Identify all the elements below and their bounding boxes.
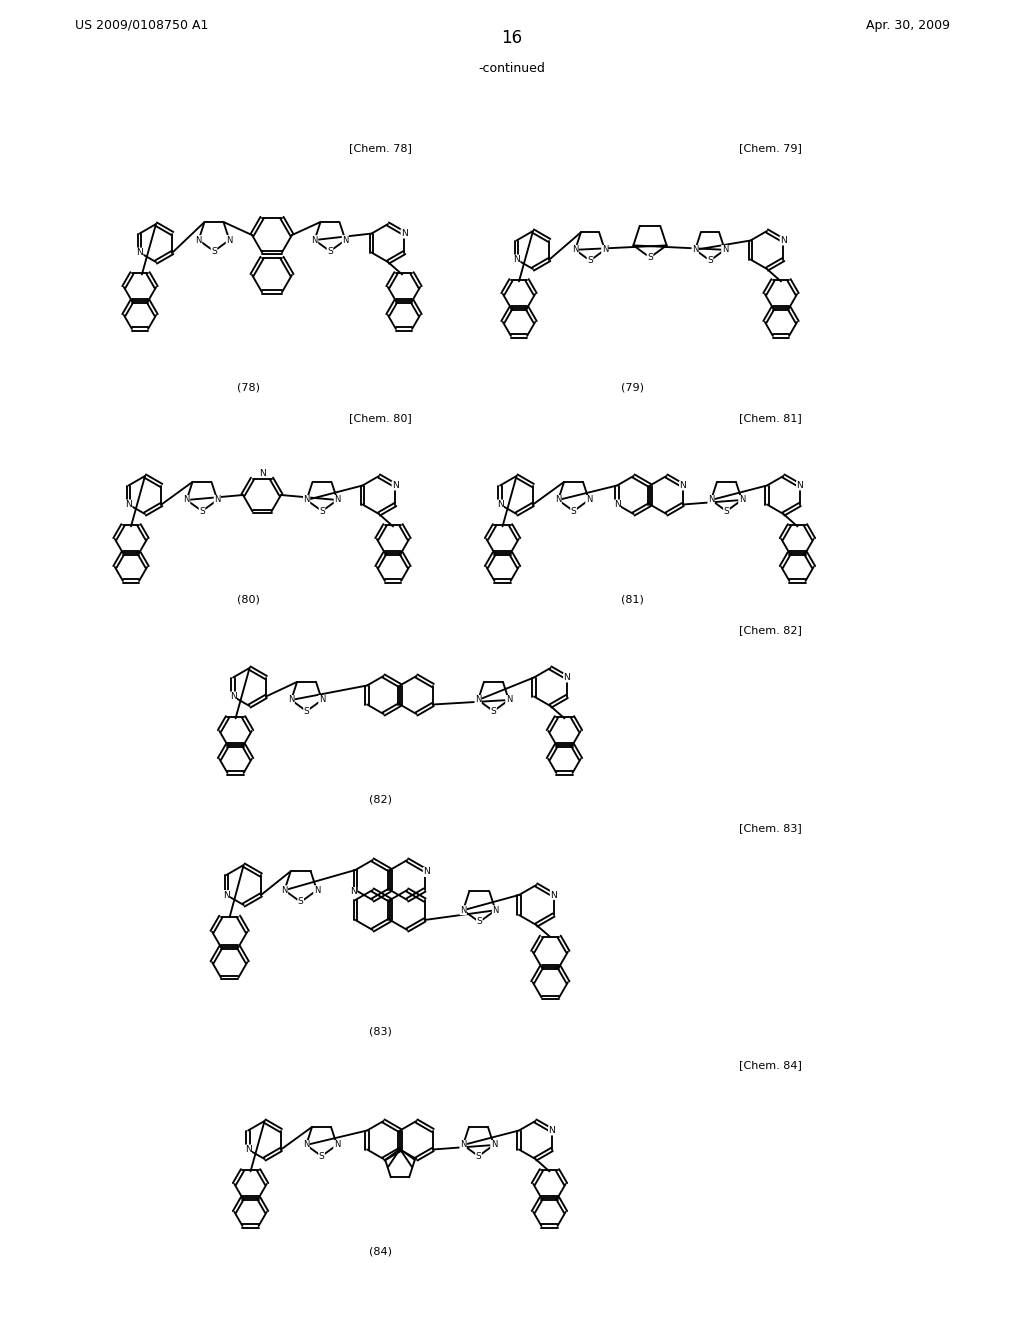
Text: N: N [288, 696, 294, 705]
Text: S: S [724, 507, 729, 516]
Text: [Chem. 84]: [Chem. 84] [738, 1060, 802, 1071]
Text: (78): (78) [237, 383, 259, 393]
Text: S: S [476, 917, 482, 927]
Text: (83): (83) [369, 1027, 391, 1038]
Text: S: S [570, 507, 577, 516]
Text: (84): (84) [369, 1247, 391, 1257]
Text: N: N [136, 248, 143, 257]
Text: N: N [563, 673, 570, 682]
Text: N: N [229, 692, 237, 701]
Text: N: N [513, 255, 520, 264]
Text: N: N [780, 236, 786, 246]
Text: N: N [303, 1140, 309, 1150]
Text: N: N [549, 1126, 555, 1135]
Text: N: N [692, 246, 698, 255]
Text: N: N [586, 495, 592, 504]
Text: N: N [226, 235, 232, 244]
Text: N: N [497, 500, 504, 510]
Text: N: N [214, 495, 220, 504]
Text: N: N [334, 1140, 340, 1150]
Text: (80): (80) [237, 595, 259, 605]
Text: (79): (79) [621, 383, 643, 393]
Text: S: S [708, 256, 713, 265]
Text: N: N [613, 500, 621, 510]
Text: N: N [342, 235, 348, 244]
Text: N: N [311, 235, 317, 244]
Text: N: N [313, 886, 321, 895]
Text: N: N [318, 696, 325, 705]
Text: [Chem. 79]: [Chem. 79] [738, 143, 802, 153]
Text: (81): (81) [621, 595, 643, 605]
Text: S: S [475, 1151, 481, 1160]
Text: N: N [223, 891, 229, 899]
Text: (82): (82) [369, 795, 391, 805]
Text: N: N [183, 495, 189, 504]
Text: N: N [350, 887, 356, 896]
Text: S: S [319, 507, 325, 516]
Text: N: N [550, 891, 557, 899]
Text: N: N [722, 246, 728, 255]
Text: N: N [401, 230, 408, 238]
Text: S: S [298, 898, 303, 907]
Text: S: S [211, 247, 217, 256]
Text: US 2009/0108750 A1: US 2009/0108750 A1 [75, 18, 208, 32]
Text: [Chem. 82]: [Chem. 82] [738, 624, 802, 635]
Text: N: N [490, 1140, 497, 1150]
Text: N: N [460, 906, 466, 915]
Text: S: S [327, 247, 333, 256]
Text: N: N [506, 696, 512, 705]
Text: N: N [334, 495, 341, 504]
Text: N: N [602, 246, 608, 255]
Text: N: N [259, 469, 265, 478]
Text: N: N [282, 886, 288, 895]
Text: N: N [245, 1144, 252, 1154]
Text: N: N [493, 906, 499, 915]
Text: S: S [587, 256, 593, 265]
Text: N: N [572, 246, 579, 255]
Text: N: N [555, 495, 561, 504]
Text: S: S [490, 706, 497, 715]
Text: N: N [797, 480, 803, 490]
Text: 16: 16 [502, 29, 522, 48]
Text: -continued: -continued [478, 62, 546, 74]
Text: N: N [680, 480, 686, 490]
Text: N: N [708, 495, 715, 504]
Text: [Chem. 80]: [Chem. 80] [348, 413, 412, 422]
Text: Apr. 30, 2009: Apr. 30, 2009 [866, 18, 950, 32]
Text: S: S [318, 1151, 325, 1160]
Text: [Chem. 81]: [Chem. 81] [738, 413, 802, 422]
Text: N: N [423, 867, 430, 876]
Text: [Chem. 83]: [Chem. 83] [738, 822, 802, 833]
Text: N: N [460, 1140, 466, 1150]
Text: S: S [199, 507, 205, 516]
Text: N: N [392, 480, 398, 490]
Text: S: S [304, 706, 309, 715]
Text: N: N [196, 235, 202, 244]
Text: [Chem. 78]: [Chem. 78] [348, 143, 412, 153]
Text: S: S [647, 253, 653, 261]
Text: N: N [738, 495, 745, 504]
Text: N: N [475, 696, 481, 705]
Text: N: N [125, 500, 132, 510]
Text: N: N [303, 495, 310, 504]
